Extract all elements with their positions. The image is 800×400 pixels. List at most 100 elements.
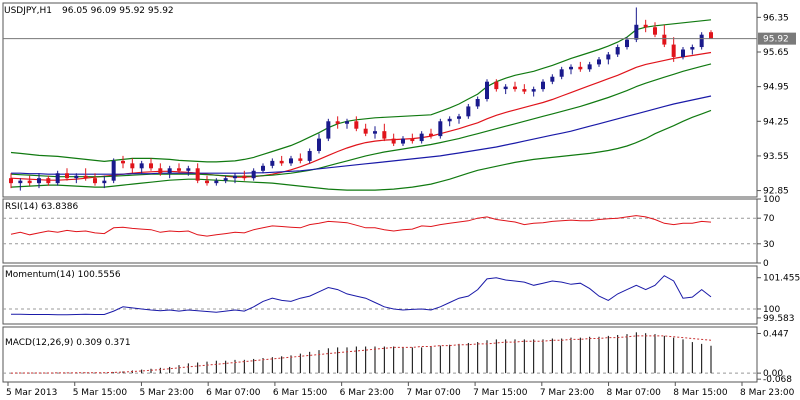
candle-body-22 xyxy=(214,180,219,184)
candle-body-48 xyxy=(457,116,461,119)
candle-body-56 xyxy=(531,89,536,92)
panel-border-3 xyxy=(2,326,758,383)
candle-body-4 xyxy=(46,178,51,184)
x-tick-label-2: 5 Mar 23:00 xyxy=(139,388,194,398)
macd-signal-line xyxy=(10,335,712,374)
last-price-tag xyxy=(758,32,796,45)
candle-body-46 xyxy=(438,121,443,137)
candle-body-33 xyxy=(317,138,321,151)
candle-body-39 xyxy=(373,131,377,134)
candle-body-15 xyxy=(149,163,153,169)
candle-body-18 xyxy=(177,168,181,171)
candle-body-24 xyxy=(233,175,237,179)
candle-body-52 xyxy=(494,81,499,90)
candle-body-58 xyxy=(550,76,555,82)
x-tick-label-3: 6 Mar 07:00 xyxy=(206,388,261,398)
candle-body-53 xyxy=(503,86,508,90)
candle-body-12 xyxy=(121,160,125,164)
macd-tick-label-1: 0.00 xyxy=(763,369,783,379)
candle-body-9 xyxy=(93,178,97,184)
candle-body-62 xyxy=(587,64,592,70)
x-tick-label-1: 5 Mar 15:00 xyxy=(73,388,128,398)
macd-tick-label-0: 0.447 xyxy=(763,329,789,339)
panel-border-1 xyxy=(2,198,758,264)
candle-body-1 xyxy=(18,180,23,184)
candle-body-3 xyxy=(37,178,41,184)
candle-body-59 xyxy=(559,69,564,77)
macd-tick-label-2: -0.068 xyxy=(763,375,792,385)
candle-body-17 xyxy=(167,168,172,174)
candle-body-16 xyxy=(158,168,163,174)
candle-body-5 xyxy=(55,173,60,184)
candle-body-69 xyxy=(653,27,657,35)
overlay-ma_slow xyxy=(11,95,712,175)
price-header-symbol: USDJPY,H1 xyxy=(4,6,52,16)
candle-body-43 xyxy=(410,138,415,142)
rsi-tick-label-1: 70 xyxy=(763,214,775,224)
candle-body-73 xyxy=(690,47,695,50)
candle-body-65 xyxy=(615,47,620,55)
candle-body-75 xyxy=(709,32,713,39)
candle-body-25 xyxy=(242,175,247,179)
panel-border-0 xyxy=(2,2,758,198)
candle-body-61 xyxy=(578,66,583,70)
momentum-panel[interactable] xyxy=(3,275,757,316)
candle-body-14 xyxy=(139,163,144,169)
momentum-tick-label-1: 100 xyxy=(763,305,780,315)
price-panel[interactable] xyxy=(3,7,757,191)
candle-body-32 xyxy=(307,150,312,161)
x-tick-label-4: 6 Mar 15:00 xyxy=(273,388,328,398)
x-tick-label-6: 7 Mar 07:00 xyxy=(406,388,461,398)
x-tick-label-11: 8 Mar 23:00 xyxy=(740,388,795,398)
candle-body-49 xyxy=(466,106,471,117)
candle-body-42 xyxy=(401,138,405,144)
candle-body-36 xyxy=(345,121,349,124)
candle-body-55 xyxy=(522,89,527,92)
panel-border-2 xyxy=(2,265,758,325)
overlay-lower_band xyxy=(10,109,712,191)
macd-title: MACD(12,26,9) 0.309 0.371 xyxy=(5,338,131,348)
price-header-ohlc: 96.05 96.09 95.92 95.92 xyxy=(62,6,174,16)
rsi-tick-label-2: 30 xyxy=(763,240,775,250)
candle-body-41 xyxy=(391,138,396,144)
candle-body-68 xyxy=(643,24,648,28)
candle-body-0 xyxy=(9,178,13,184)
candle-body-67 xyxy=(634,24,639,40)
candle-body-64 xyxy=(606,54,611,60)
candle-body-20 xyxy=(195,168,200,181)
candle-body-2 xyxy=(27,180,32,184)
rsi-tick-label-0: 100 xyxy=(763,195,780,205)
candle-body-45 xyxy=(429,133,433,137)
candle-body-63 xyxy=(597,59,601,65)
candle-body-51 xyxy=(485,81,489,100)
candle-body-57 xyxy=(541,81,545,90)
candle-body-27 xyxy=(261,165,265,171)
candle-body-37 xyxy=(354,121,359,129)
price-tick-label-3: 94.25 xyxy=(763,117,789,127)
candle-body-40 xyxy=(382,131,387,139)
rsi-line xyxy=(10,215,712,237)
candle-body-8 xyxy=(83,175,88,179)
candle-body-10 xyxy=(102,180,107,184)
candle-body-60 xyxy=(569,66,573,70)
candle-body-54 xyxy=(513,86,517,90)
candle-body-6 xyxy=(65,173,69,179)
candle-body-47 xyxy=(447,118,452,122)
momentum-title: Momentum(14) 100.5556 xyxy=(5,270,121,280)
candle-body-50 xyxy=(475,99,480,107)
axes: 96.35 95.65 94.95 94.25 93.55 92.85 95.92 100 70… xyxy=(6,13,800,398)
price-tick-label-4: 93.55 xyxy=(763,152,789,162)
candle-body-44 xyxy=(419,133,424,142)
momentum-line xyxy=(11,275,712,316)
macd-panel[interactable] xyxy=(3,332,757,374)
x-tick-label-8: 7 Mar 23:00 xyxy=(540,388,595,398)
price-tick-label-0: 96.35 xyxy=(763,13,789,23)
candle-body-31 xyxy=(298,158,303,161)
rsi-panel[interactable] xyxy=(3,215,757,245)
momentum-tick-label-2: 99.583 xyxy=(763,314,795,324)
candle-body-74 xyxy=(699,34,704,48)
candle-body-29 xyxy=(279,160,284,164)
overlay-ma_fast xyxy=(10,51,712,181)
